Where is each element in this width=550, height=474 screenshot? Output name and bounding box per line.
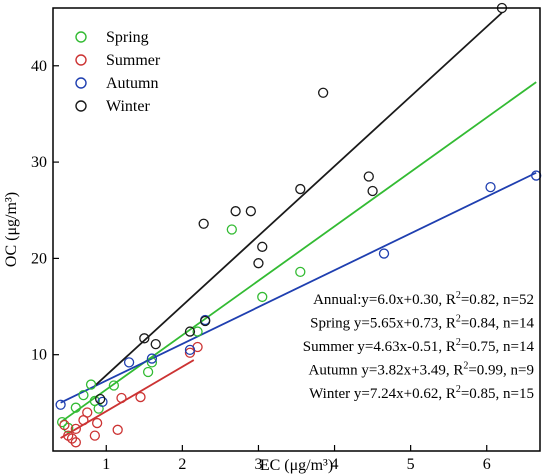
point-winter xyxy=(257,241,268,252)
point-spring xyxy=(295,266,306,278)
x-tick-label: 5 xyxy=(407,456,415,473)
regression-annotations: Annual:y=6.0x+0.30, R2=0.82, n=52 Spring … xyxy=(303,290,535,402)
y-tick-label: 20 xyxy=(31,250,47,267)
regression-equation: Autumn y=3.82x+3.49, R2=0.99, n=9 xyxy=(308,361,534,379)
point-winter xyxy=(317,87,329,98)
point-spring xyxy=(93,403,104,414)
x-tick-label: 2 xyxy=(178,456,186,473)
point-spring xyxy=(78,389,89,401)
legend-label-winter: Winter xyxy=(106,98,150,115)
point-summer xyxy=(59,419,70,431)
point-autumn xyxy=(146,353,158,364)
point-winter xyxy=(150,338,161,350)
regression-equation: Spring y=5.65x+0.73, R2=0.84, n=14 xyxy=(310,314,534,332)
point-summer xyxy=(135,391,146,403)
point-spring xyxy=(257,291,268,303)
point-summer xyxy=(112,424,123,435)
point-summer xyxy=(82,407,93,418)
point-autumn xyxy=(123,357,135,368)
point-summer xyxy=(89,430,101,441)
point-autumn xyxy=(55,399,66,410)
point-spring xyxy=(192,326,203,337)
point-spring xyxy=(108,380,120,391)
fit-line-autumn xyxy=(60,171,537,404)
point-spring xyxy=(226,224,237,235)
y-tick-label: 40 xyxy=(31,58,47,75)
point-autumn xyxy=(378,248,390,259)
legend-marker-summer xyxy=(75,54,87,66)
point-autumn xyxy=(485,181,496,193)
point-winter xyxy=(367,185,378,197)
plot-frame xyxy=(52,7,541,452)
x-tick-label: 3 xyxy=(254,456,262,473)
point-winter xyxy=(198,218,209,229)
point-summer xyxy=(91,417,103,429)
y-tick-label: 10 xyxy=(31,347,47,364)
legend: Spring Summer Autumn Winter xyxy=(75,29,161,115)
point-winter xyxy=(139,333,150,344)
x-axis-label: EC (μg/m³) xyxy=(260,457,333,474)
point-winter xyxy=(253,258,264,269)
point-winter xyxy=(230,206,241,217)
legend-label-autumn: Autumn xyxy=(106,75,158,92)
point-winter xyxy=(363,171,374,182)
x-tick-label: 6 xyxy=(483,456,491,473)
regression-equation: Summer y=4.63x-0.51, R2=0.75, n=14 xyxy=(303,337,535,355)
point-summer xyxy=(184,347,196,358)
legend-label-summer: Summer xyxy=(106,52,161,69)
point-spring xyxy=(142,366,154,378)
regression-equation: Winter y=7.24x+0.62, R2=0.85, n=15 xyxy=(309,384,534,402)
point-spring xyxy=(56,416,68,428)
point-winter xyxy=(184,326,196,337)
point-winter xyxy=(245,206,256,217)
point-winter xyxy=(295,183,306,195)
y-tick-label: 30 xyxy=(31,154,47,171)
legend-marker-spring xyxy=(75,31,87,43)
point-spring xyxy=(85,379,97,390)
x-tick-label: 4 xyxy=(331,456,339,473)
point-summer xyxy=(70,437,81,448)
regression-equation: Annual:y=6.0x+0.30, R2=0.82, n=52 xyxy=(313,290,534,308)
point-autumn xyxy=(97,396,108,408)
data-points xyxy=(55,2,542,448)
legend-marker-winter xyxy=(75,100,87,112)
point-summer xyxy=(116,392,127,404)
legend-marker-autumn xyxy=(75,77,87,89)
x-tick-label: 1 xyxy=(102,456,110,473)
point-spring xyxy=(70,402,81,413)
point-winter xyxy=(95,393,106,405)
fit-line-spring xyxy=(60,81,537,423)
point-spring xyxy=(146,357,158,368)
legend-label-spring: Spring xyxy=(106,29,149,46)
point-autumn xyxy=(184,344,196,356)
fit-line-winter xyxy=(94,12,503,387)
point-winter xyxy=(200,315,211,327)
point-summer xyxy=(70,423,81,435)
y-axis-label: OC (μg/m³) xyxy=(3,192,20,267)
axis-ticks: 1 2 3 4 5 6 10 20 30 40 xyxy=(31,58,491,473)
